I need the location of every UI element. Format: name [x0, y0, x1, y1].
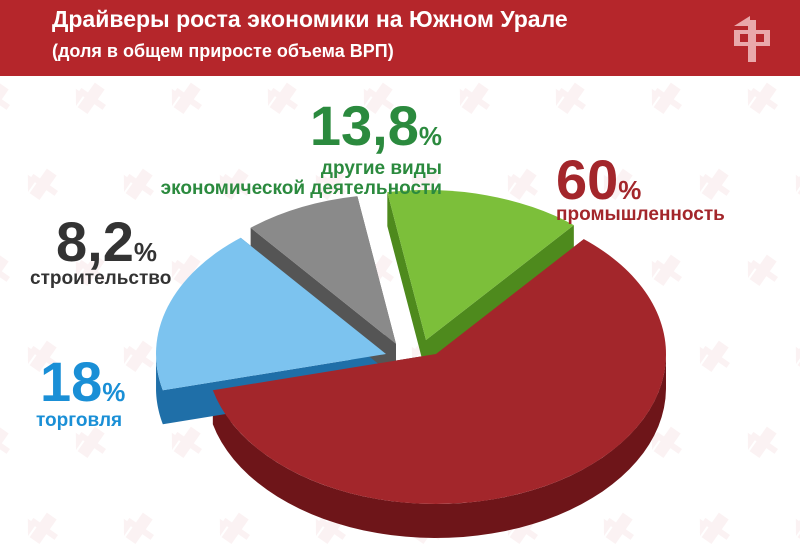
chart-subtitle: (доля в общем приросте объема ВРП)	[52, 41, 394, 61]
unit-construction: %	[133, 237, 157, 267]
fedpress-logo-icon	[734, 16, 770, 62]
pie-slice-0	[212, 239, 667, 505]
title-banner	[0, 0, 800, 76]
category-construction: строительство	[30, 268, 172, 289]
category-industry: промышленность	[556, 204, 725, 225]
label-other: 13,8%	[282, 98, 442, 154]
value-trade: 18	[40, 350, 103, 413]
label-construction: 8,2%	[56, 214, 157, 270]
category-trade: торговля	[36, 410, 123, 431]
pie-slice-2	[250, 196, 396, 344]
chart-title: Драйверы роста экономики на Южном Урале	[52, 6, 568, 32]
value-industry: 60	[556, 148, 619, 211]
label-industry: 60%	[556, 152, 641, 208]
value-other: 13,8	[309, 94, 419, 157]
unit-industry: %	[618, 175, 642, 205]
value-construction: 8,2	[56, 210, 134, 273]
pie-slice-1	[156, 237, 386, 391]
pie-slice-3	[387, 190, 574, 340]
label-trade: 18%	[40, 354, 125, 410]
category-other-line1: другие виды	[320, 158, 442, 179]
unit-other: %	[418, 121, 442, 151]
category-other-line2: экономической деятельности	[160, 178, 442, 199]
unit-trade: %	[102, 377, 126, 407]
pie-slice-side-2	[250, 196, 396, 378]
